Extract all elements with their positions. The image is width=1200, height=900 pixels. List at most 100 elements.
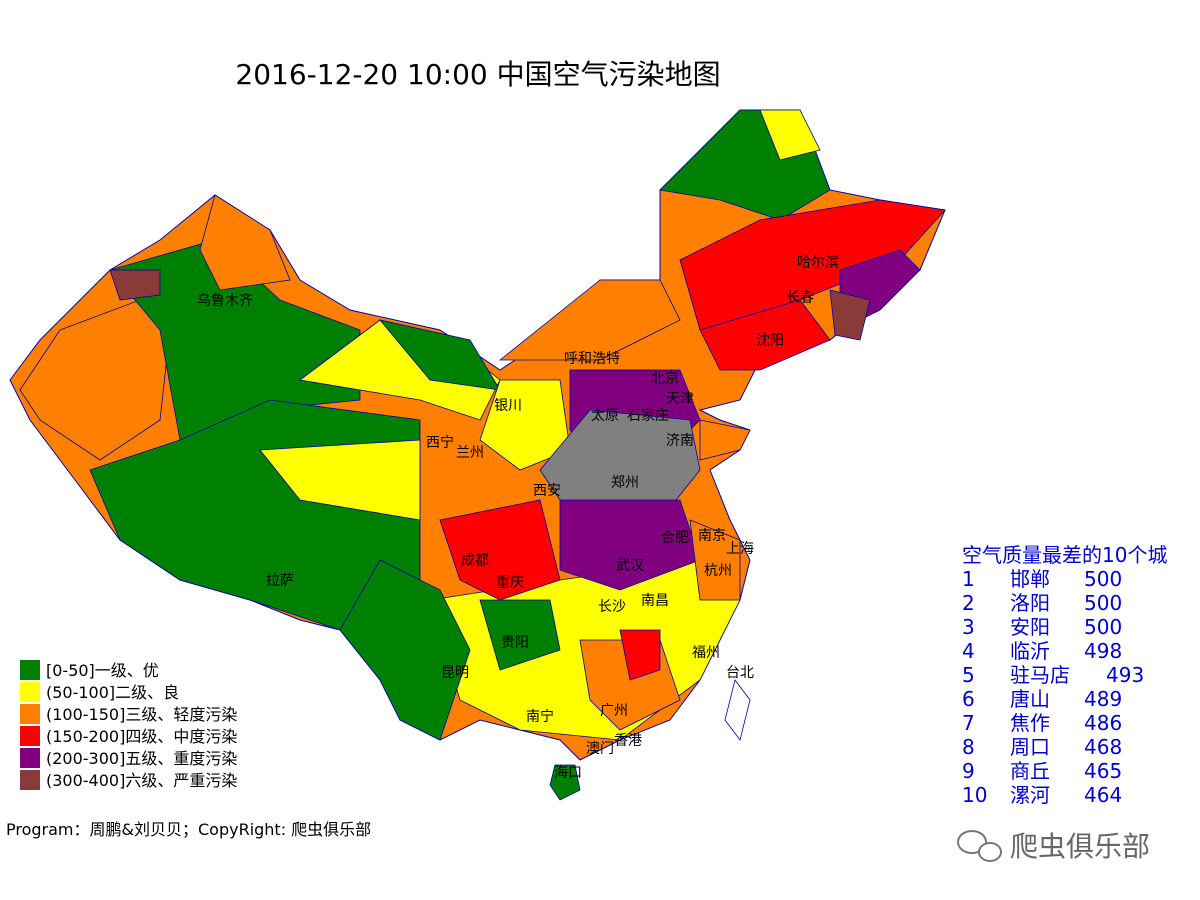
city-label: 福州 (692, 645, 720, 661)
city-label: 澳门 (586, 741, 614, 757)
region (689, 519, 741, 601)
city-label: 昆明 (441, 665, 469, 681)
region (479, 379, 571, 471)
region (699, 419, 751, 461)
legend-swatch (20, 704, 40, 724)
watermark: 爬虫俱乐部 (957, 830, 1150, 863)
city-label: 合肥 (661, 530, 689, 546)
regions (9, 109, 946, 801)
region (439, 499, 561, 601)
rank-city: 唐山 (1010, 687, 1050, 711)
city-label: 杭州 (704, 563, 732, 579)
region (559, 499, 701, 591)
city-label: 石家庄 (627, 407, 669, 424)
city-label: 乌鲁木齐 (197, 293, 253, 309)
rank-number: 3 (962, 615, 975, 639)
city-label: 香港 (614, 733, 642, 749)
rank-value: 493 (1106, 663, 1144, 687)
city-label: 成都 (461, 553, 489, 569)
city-label: 海口 (554, 765, 582, 781)
region (109, 269, 161, 301)
city-label: 郑州 (611, 475, 639, 491)
legend-label: (300-400]六级、严重污染 (46, 771, 237, 790)
legend-label: (100-150]三级、轻度污染 (46, 705, 237, 724)
rank-number: 1 (962, 567, 975, 591)
region (724, 679, 751, 741)
city-label: 长沙 (598, 599, 626, 615)
legend-label: (150-200]四级、中度污染 (46, 727, 237, 746)
region (199, 194, 291, 291)
city-label: 银川 (494, 398, 522, 414)
legend-swatch (20, 660, 40, 680)
watermark-icon (978, 842, 1002, 862)
rank-number: 4 (962, 639, 975, 663)
rank-number: 10 (962, 783, 987, 807)
region (759, 109, 821, 161)
region (829, 289, 871, 341)
region (498, 279, 681, 361)
city-label: 西安 (533, 483, 561, 499)
city-label: 济南 (666, 433, 694, 449)
legend-swatch (20, 770, 40, 790)
rank-value: 500 (1084, 591, 1122, 615)
rank-value: 500 (1084, 567, 1122, 591)
legend-swatch (20, 726, 40, 746)
rank-value: 498 (1084, 639, 1122, 663)
city-label: 沈阳 (756, 333, 784, 349)
legend-swatch (20, 748, 40, 768)
city-label: 太原 (591, 408, 619, 424)
city-label: 广州 (600, 703, 628, 719)
city-label: 呼和浩特 (564, 351, 620, 367)
rank-city: 洛阳 (1010, 591, 1050, 615)
city-label: 哈尔滨 (797, 255, 839, 271)
rank-number: 6 (962, 687, 975, 711)
region (699, 299, 831, 371)
rank-city: 临沂 (1010, 639, 1050, 663)
city-label: 西宁 (426, 434, 454, 451)
rank-number: 9 (962, 759, 975, 783)
ranking-list: 空气质量最差的10个城 1 邯郸 500 2 洛阳 500 3 安阳 500 4 临沂 498 5 驻马店… (962, 543, 1167, 807)
city-label: 拉萨 (266, 573, 294, 589)
city-label: 上海 (726, 541, 754, 557)
city-label: 北京 (651, 371, 679, 387)
ranking-title: 空气质量最差的10个城 (962, 543, 1167, 567)
rank-city: 安阳 (1010, 615, 1050, 639)
rank-city: 周口 (1010, 735, 1050, 759)
legend-label: (200-300]五级、重度污染 (46, 749, 237, 768)
region (549, 764, 581, 801)
rank-city: 焦作 (1010, 711, 1050, 735)
rank-value: 489 (1084, 687, 1122, 711)
rank-city: 商丘 (1010, 759, 1050, 783)
city-label: 贵阳 (501, 635, 529, 651)
city-label: 重庆 (496, 575, 524, 591)
region (479, 599, 561, 671)
rank-value: 468 (1084, 735, 1122, 759)
title: 2016-12-20 10:00 中国空气污染地图 (235, 58, 720, 91)
watermark-icon (957, 830, 987, 854)
region (339, 559, 471, 741)
rank-number: 5 (962, 663, 975, 687)
city-label: 台北 (726, 665, 754, 681)
region (259, 439, 421, 521)
rank-number: 2 (962, 591, 975, 615)
rank-number: 7 (962, 711, 975, 735)
city-label: 天津 (666, 391, 694, 407)
rank-city: 驻马店 (1010, 663, 1070, 687)
city-label: 南宁 (526, 708, 554, 725)
legend: [0-50]一级、优 (50-100]二级、良 (100-150]三级、轻度污染 (1… (20, 660, 237, 790)
footer: Program：周鹏&刘贝贝；CopyRight: 爬虫俱乐部 (6, 820, 371, 839)
city-label: 兰州 (456, 445, 484, 461)
rank-value: 464 (1084, 783, 1122, 807)
city-label: 长春 (786, 290, 814, 306)
city-label: 南京 (698, 528, 726, 544)
region (19, 299, 171, 461)
city-label: 武汉 (616, 558, 644, 574)
legend-swatch (20, 682, 40, 702)
watermark-text: 爬虫俱乐部 (1010, 830, 1150, 863)
legend-label: [0-50]一级、优 (46, 661, 159, 680)
region (619, 629, 661, 681)
rank-city: 邯郸 (1010, 567, 1050, 591)
